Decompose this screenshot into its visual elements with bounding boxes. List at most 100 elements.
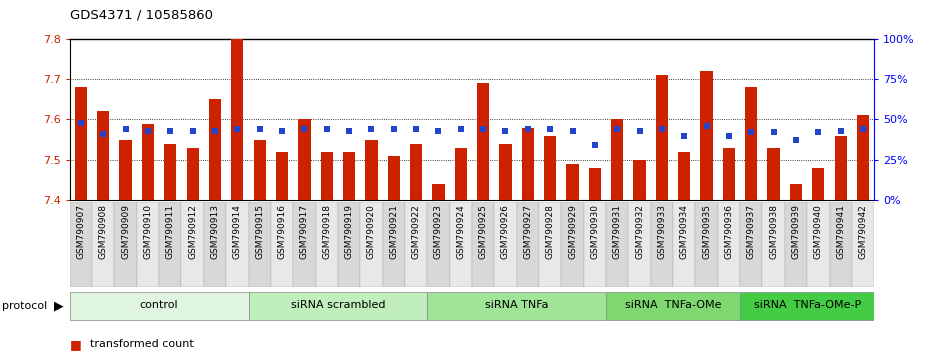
Bar <box>114 202 137 287</box>
Text: GSM790922: GSM790922 <box>412 204 420 259</box>
Bar <box>495 202 517 287</box>
Bar <box>584 202 606 287</box>
Bar <box>254 139 266 200</box>
Bar <box>834 136 847 200</box>
Bar <box>449 202 472 287</box>
Text: GSM790920: GSM790920 <box>367 204 376 259</box>
Text: GSM790909: GSM790909 <box>121 204 130 259</box>
Text: GSM790911: GSM790911 <box>166 204 175 259</box>
Text: GSM790924: GSM790924 <box>457 204 465 259</box>
Bar <box>343 152 355 200</box>
Text: GDS4371 / 10585860: GDS4371 / 10585860 <box>70 9 213 22</box>
Bar <box>315 202 338 287</box>
Text: GSM790915: GSM790915 <box>255 204 264 259</box>
Bar <box>852 202 874 287</box>
Bar <box>499 144 512 200</box>
Bar <box>767 148 779 200</box>
Bar <box>785 202 807 287</box>
Bar <box>271 202 293 287</box>
Bar <box>388 156 400 200</box>
Text: GSM790926: GSM790926 <box>501 204 510 259</box>
Text: GSM790931: GSM790931 <box>613 204 622 259</box>
Bar <box>410 144 422 200</box>
Text: GSM790938: GSM790938 <box>769 204 778 259</box>
Bar <box>812 168 825 200</box>
Bar <box>248 202 271 287</box>
Text: siRNA  TNFa-OMe-P: siRNA TNFa-OMe-P <box>753 300 861 310</box>
Bar <box>517 202 539 287</box>
Text: siRNA  TNFa-OMe: siRNA TNFa-OMe <box>625 300 722 310</box>
Bar <box>338 202 360 287</box>
Text: GSM790921: GSM790921 <box>390 204 398 259</box>
Bar <box>723 148 735 200</box>
Text: GSM790930: GSM790930 <box>591 204 599 259</box>
Text: GSM790940: GSM790940 <box>814 204 823 259</box>
Text: siRNA TNFa: siRNA TNFa <box>485 300 549 310</box>
Bar <box>276 152 288 200</box>
Text: transformed count: transformed count <box>90 339 194 349</box>
Bar <box>137 202 159 287</box>
Bar <box>293 202 315 287</box>
Bar <box>92 202 114 287</box>
Bar <box>696 202 718 287</box>
Bar <box>141 124 154 200</box>
Bar <box>740 292 874 320</box>
Text: GSM790907: GSM790907 <box>76 204 86 259</box>
Bar <box>633 160 645 200</box>
Bar <box>187 148 199 200</box>
Bar <box>544 136 556 200</box>
Text: protocol: protocol <box>2 301 47 311</box>
Bar <box>718 202 740 287</box>
Text: GSM790917: GSM790917 <box>299 204 309 259</box>
Text: GSM790941: GSM790941 <box>836 204 845 259</box>
Text: GSM790936: GSM790936 <box>724 204 734 259</box>
Bar <box>360 202 382 287</box>
Bar <box>700 71 712 200</box>
Bar <box>606 292 740 320</box>
Text: GSM790916: GSM790916 <box>277 204 286 259</box>
Text: GSM790925: GSM790925 <box>479 204 487 259</box>
Bar <box>830 202 852 287</box>
Text: siRNA scrambled: siRNA scrambled <box>291 300 385 310</box>
Bar <box>159 202 181 287</box>
Text: GSM790910: GSM790910 <box>143 204 153 259</box>
Bar <box>181 202 204 287</box>
Text: GSM790927: GSM790927 <box>524 204 532 259</box>
Text: GSM790929: GSM790929 <box>568 204 577 259</box>
Bar <box>522 127 534 200</box>
Text: GSM790937: GSM790937 <box>747 204 756 259</box>
Bar <box>857 115 870 200</box>
Bar <box>651 202 673 287</box>
Bar <box>678 152 690 200</box>
Bar <box>472 202 495 287</box>
Bar <box>432 184 445 200</box>
Bar <box>589 168 601 200</box>
Bar <box>70 292 248 320</box>
Bar <box>97 112 110 200</box>
Text: ▶: ▶ <box>54 299 63 312</box>
Bar <box>740 202 763 287</box>
Text: GSM790942: GSM790942 <box>858 204 868 259</box>
Bar <box>455 148 467 200</box>
Bar <box>427 202 449 287</box>
Bar <box>745 87 757 200</box>
Bar <box>209 99 221 200</box>
Bar <box>477 83 489 200</box>
Bar <box>763 202 785 287</box>
Text: GSM790914: GSM790914 <box>232 204 242 259</box>
Bar <box>204 202 226 287</box>
Bar <box>611 119 623 200</box>
Bar <box>321 152 333 200</box>
Bar <box>656 75 668 200</box>
Text: GSM790939: GSM790939 <box>791 204 801 259</box>
Bar <box>70 202 92 287</box>
Text: GSM790913: GSM790913 <box>210 204 219 259</box>
Bar <box>248 292 427 320</box>
Text: GSM790928: GSM790928 <box>546 204 554 259</box>
Bar <box>365 139 378 200</box>
Text: GSM790935: GSM790935 <box>702 204 711 259</box>
Text: GSM790932: GSM790932 <box>635 204 644 259</box>
Text: GSM790912: GSM790912 <box>188 204 197 259</box>
Bar <box>382 202 405 287</box>
Bar <box>566 164 578 200</box>
